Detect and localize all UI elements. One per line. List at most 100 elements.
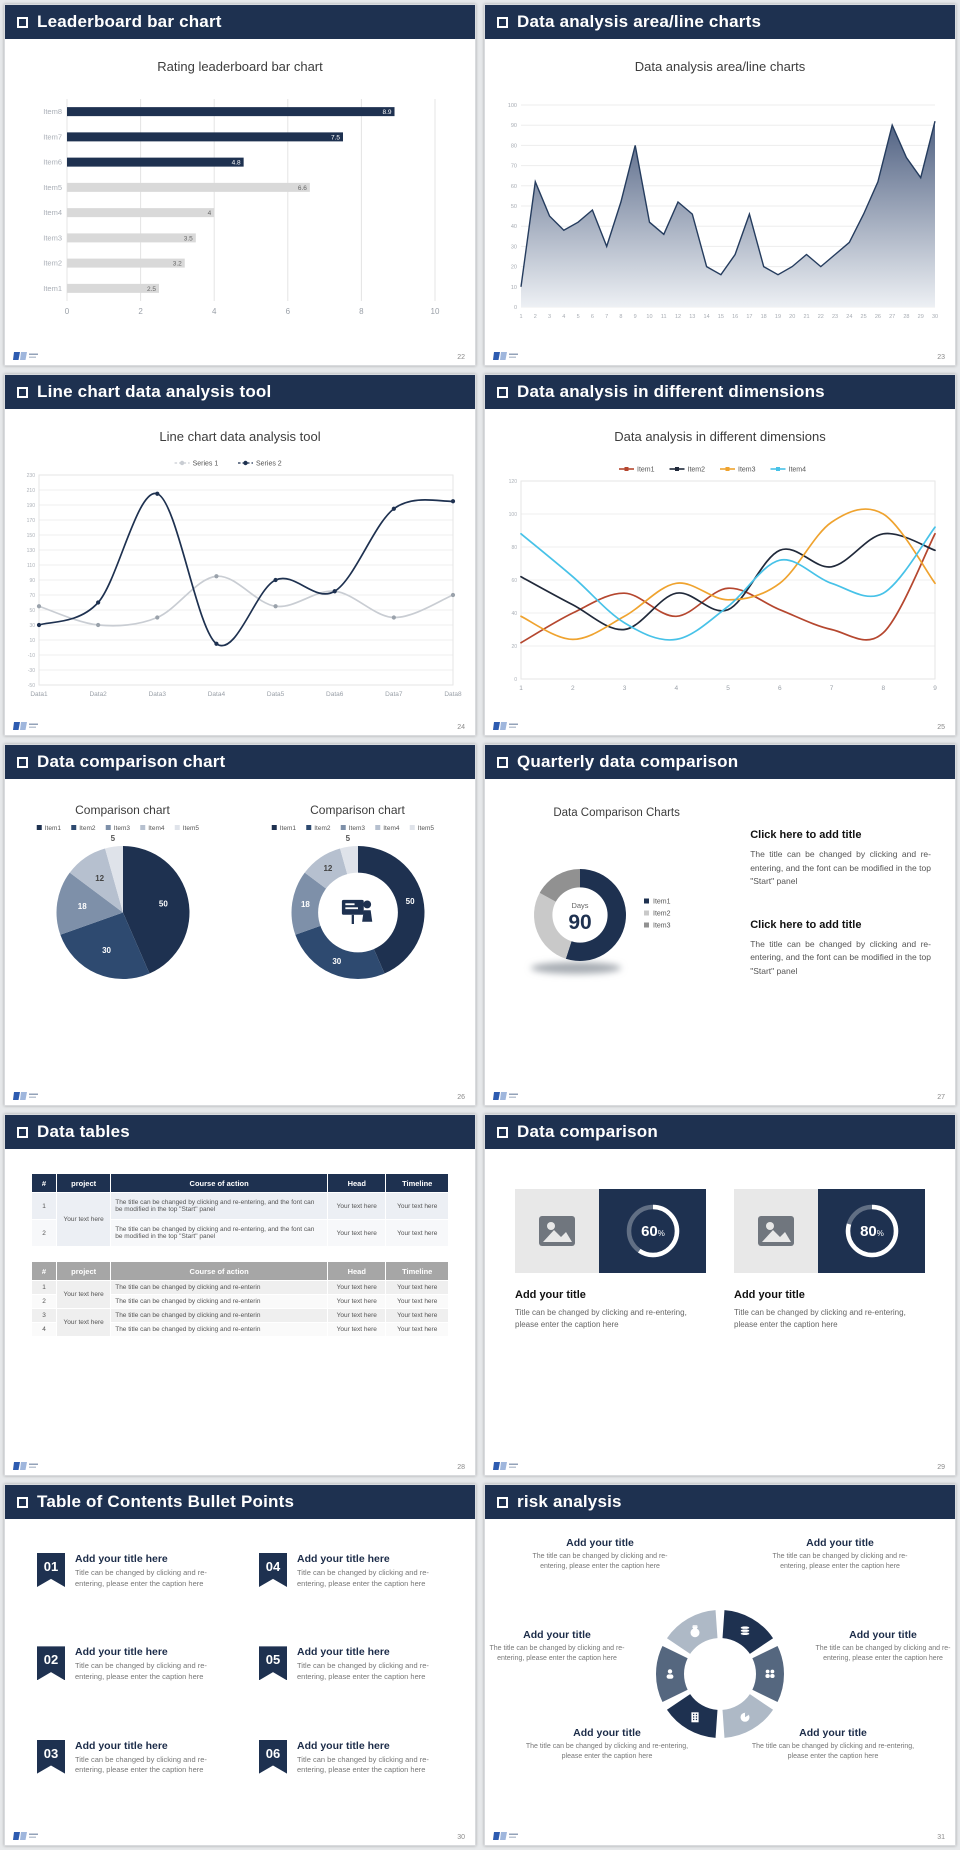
footer-logo — [13, 1832, 38, 1840]
svg-text:Item4: Item4 — [383, 825, 400, 832]
square-bullet-icon — [497, 386, 508, 398]
text-block: Click here to add title The title can be… — [750, 829, 931, 889]
slide-title: Leaderboard bar chart — [37, 12, 222, 31]
card-title: Add your title — [515, 1289, 586, 1301]
comparison-card: 80% Add your title Title can be changed … — [734, 1189, 925, 1331]
item-caption: Title can be changed by clicking and re-… — [75, 1661, 207, 1681]
slide-dimensions-line-chart[interactable]: Data analysis in different dimensions Da… — [484, 374, 956, 736]
slide-footer: 27 — [493, 1089, 945, 1101]
svg-text:90: 90 — [511, 123, 517, 129]
svg-text:-10: -10 — [28, 653, 35, 659]
svg-text:Item2: Item2 — [43, 259, 62, 268]
slide-title: Data comparison chart — [37, 752, 226, 771]
page-number: 31 — [937, 1834, 945, 1841]
svg-text:12: 12 — [675, 314, 681, 320]
item-caption: Title can be changed by clicking and re-… — [297, 1754, 429, 1775]
svg-text:1: 1 — [519, 685, 523, 692]
svg-text:4: 4 — [212, 307, 217, 316]
svg-text:100: 100 — [509, 512, 518, 518]
svg-text:Item1: Item1 — [637, 467, 655, 474]
svg-text:Item3: Item3 — [43, 233, 62, 242]
square-bullet-icon — [17, 756, 28, 768]
risk-block: Add your title The title can be changed … — [489, 1629, 625, 1662]
block-title: Click here to add title — [750, 918, 862, 931]
number-badge: 04 — [259, 1553, 287, 1587]
svg-text:30: 30 — [511, 244, 517, 250]
svg-text:25: 25 — [861, 314, 867, 320]
svg-text:0: 0 — [65, 307, 70, 316]
slide-leaderboard-bar-chart[interactable]: Leaderboard bar chart Rating leaderboard… — [4, 4, 476, 366]
image-placeholder-icon — [758, 1216, 794, 1246]
wheel-diagram — [635, 1589, 805, 1759]
svg-text:Data2: Data2 — [89, 691, 107, 698]
svg-text:28: 28 — [903, 314, 909, 320]
svg-text:30: 30 — [29, 623, 35, 629]
column-header: # — [30, 1261, 58, 1281]
svg-text:Item4: Item4 — [789, 467, 807, 474]
svg-text:70: 70 — [29, 593, 35, 599]
square-bullet-icon — [17, 1496, 28, 1508]
chart-title: Comparison chart — [75, 803, 170, 817]
svg-text:12: 12 — [323, 864, 332, 873]
toc-item: 04 Add your title here Title can be chan… — [259, 1553, 453, 1636]
slide-header: Data tables — [5, 1115, 475, 1149]
svg-text:10: 10 — [646, 314, 652, 320]
svg-text:150: 150 — [27, 533, 36, 539]
svg-text:11: 11 — [661, 314, 667, 320]
svg-text:80: 80 — [511, 545, 517, 551]
svg-text:Item5: Item5 — [417, 825, 434, 832]
page-number: 28 — [457, 1464, 465, 1471]
item-title: Add your title here — [75, 1646, 168, 1659]
column-header: Course of action — [110, 1261, 329, 1281]
slide-header: Data analysis in different dimensions — [485, 375, 955, 409]
svg-text:50: 50 — [158, 900, 167, 909]
svg-text:2: 2 — [138, 307, 143, 316]
svg-text:10: 10 — [29, 638, 35, 644]
svg-text:230: 230 — [27, 473, 36, 479]
svg-text:8.9: 8.9 — [382, 109, 391, 116]
line-chart: 0 20 40 60 80 100 120 1 2 3 4 5 6 7 8 9 Item1 Item2 Item3 I… — [495, 461, 945, 695]
slide-data-comparison-chart[interactable]: Data comparison chart Comparison chart 5… — [4, 744, 476, 1106]
svg-text:1: 1 — [519, 314, 522, 320]
svg-text:5: 5 — [110, 834, 115, 843]
svg-text:170: 170 — [27, 518, 36, 524]
svg-text:100: 100 — [508, 103, 517, 109]
chart-title: Data analysis in different dimensions — [614, 429, 826, 444]
pie-chart-panel: Comparison chart 50 30 18 12 5 Item1 Item2 Item… — [5, 779, 240, 1105]
svg-text:50: 50 — [511, 204, 517, 210]
slide-area-line-charts[interactable]: Data analysis area/line charts Data anal… — [484, 4, 956, 366]
svg-text:40: 40 — [511, 611, 517, 617]
number-badge: 06 — [259, 1739, 287, 1774]
page-number: 30 — [457, 1834, 465, 1841]
svg-text:20: 20 — [789, 314, 795, 320]
svg-text:17: 17 — [746, 314, 752, 320]
item-title: Add your title here — [75, 1553, 168, 1565]
slide-line-chart-tool[interactable]: Line chart data analysis tool Line chart… — [4, 374, 476, 736]
footer-logo — [493, 352, 518, 360]
donut-chart: Days 90 Item1 Item2 Item3 — [492, 825, 742, 993]
slide-quarterly-comparison[interactable]: Quarterly data comparison Data Compariso… — [484, 744, 956, 1106]
slide-data-tables[interactable]: Data tables # project Course of action H… — [4, 1114, 476, 1476]
svg-text:13: 13 — [689, 314, 695, 320]
text-panel: Click here to add title The title can be… — [748, 779, 955, 1105]
svg-text:60%: 60% — [641, 1223, 665, 1240]
square-bullet-icon — [17, 1126, 28, 1138]
svg-text:4.8: 4.8 — [232, 160, 241, 167]
slide-data-comparison[interactable]: Data comparison 60% — [484, 1114, 956, 1476]
slide-risk-analysis[interactable]: risk analysis Add your title The title c… — [484, 1484, 956, 1846]
text-block: Click here to add title The title can be… — [750, 919, 931, 979]
chart-title: Data analysis area/line charts — [634, 59, 806, 74]
number-badge: 03 — [37, 1739, 65, 1774]
slide-header: Quarterly data comparison — [485, 745, 955, 779]
chart-title: Data Comparison Charts — [553, 807, 680, 819]
slide-toc-bullet-points[interactable]: Table of Contents Bullet Points 01 Add y… — [4, 1484, 476, 1846]
svg-text:6: 6 — [286, 307, 291, 316]
comparison-card: 60% Add your title Title can be changed … — [515, 1189, 706, 1331]
slide-footer: 26 — [13, 1089, 465, 1101]
svg-text:Data1: Data1 — [30, 691, 48, 698]
footer-logo — [13, 1092, 38, 1100]
item-title: Add your title here — [75, 1739, 168, 1752]
svg-text:50: 50 — [405, 897, 414, 906]
svg-text:210: 210 — [27, 488, 36, 494]
svg-text:Item1: Item1 — [43, 284, 62, 293]
